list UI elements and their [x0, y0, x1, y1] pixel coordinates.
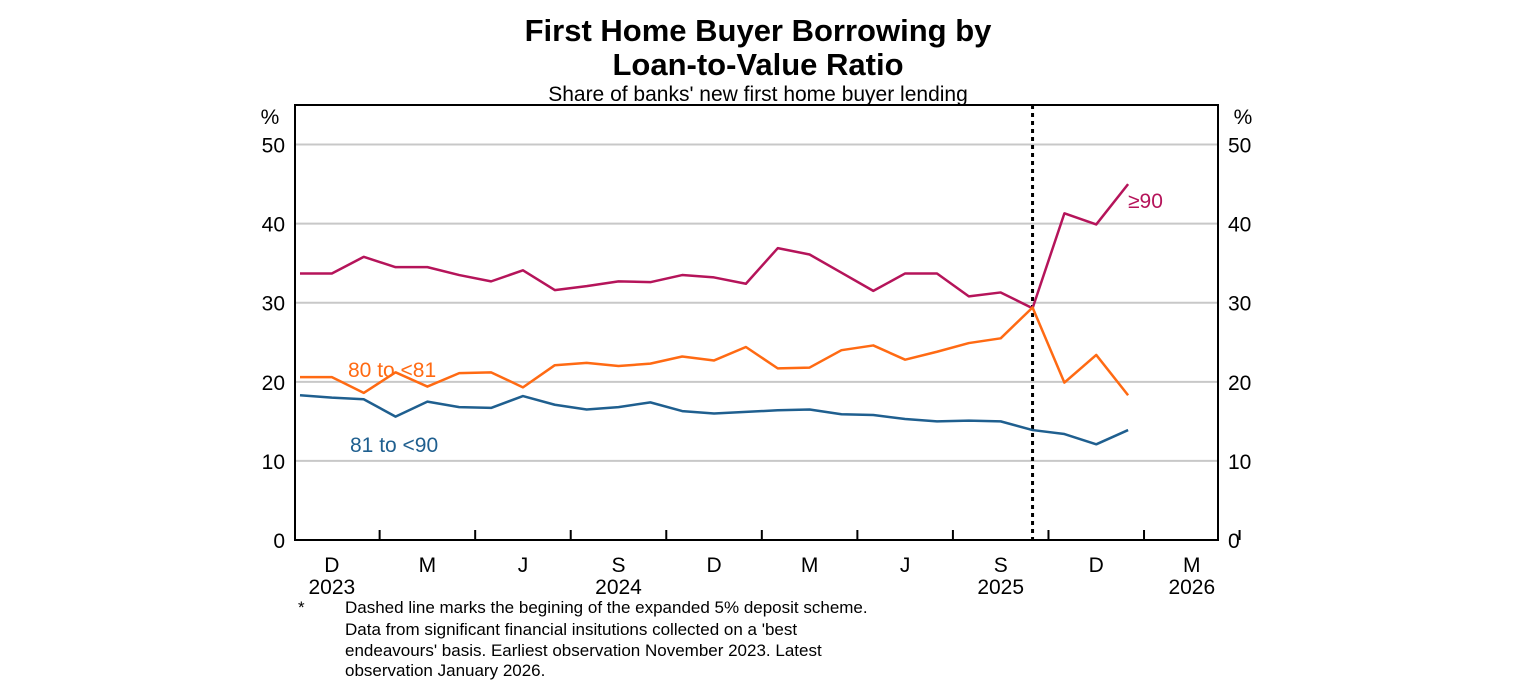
series-label-81-90: 81 to <90	[350, 434, 438, 457]
footnote-line: observation January 2026.	[345, 661, 545, 680]
y-tick-label-left: 40	[262, 214, 285, 237]
y-tick-label-right: 10	[1228, 451, 1251, 474]
x-tick-label: D	[706, 554, 721, 577]
series-label-80-81: 80 to <81	[348, 359, 436, 382]
x-tick-label: D	[324, 554, 339, 577]
y-tick-label-left: 30	[262, 293, 285, 316]
x-year-label: 2024	[595, 576, 642, 599]
y-unit-left: %	[261, 106, 280, 129]
x-tick-label: S	[611, 554, 625, 577]
footnote-line: endeavours' basis. Earliest observation …	[345, 641, 822, 660]
y-tick-label-left: 20	[262, 372, 285, 395]
x-tick-label: J	[518, 554, 529, 577]
y-tick-label-right: 30	[1228, 293, 1251, 316]
y-tick-label-right: 0	[1228, 530, 1240, 553]
x-year-label: 2023	[308, 576, 355, 599]
series-line-0	[300, 183, 1130, 310]
x-tick-label: M	[1183, 554, 1201, 577]
footnote-line: Data from significant financial insituti…	[345, 620, 797, 639]
x-tick-label: M	[419, 554, 437, 577]
y-tick-label-right: 20	[1228, 372, 1251, 395]
y-tick-label-left: 50	[262, 135, 285, 158]
chart-subtitle: Share of banks' new first home buyer len…	[548, 83, 968, 106]
y-tick-label-right: 40	[1228, 214, 1251, 237]
y-tick-label-right: 50	[1228, 135, 1251, 158]
chart-title-line-1: First Home Buyer Borrowing by	[525, 13, 993, 48]
y-tick-label-left: 0	[273, 530, 285, 553]
x-year-label: 2025	[977, 576, 1024, 599]
y-unit-right: %	[1234, 106, 1253, 129]
footnote-marker: *	[298, 598, 305, 617]
x-tick-label: S	[994, 554, 1008, 577]
x-tick-label: J	[900, 554, 911, 577]
chart-title-line-2: Loan-to-Value Ratio	[612, 47, 903, 82]
series-label-ge90: ≥90	[1128, 190, 1163, 213]
x-tick-label: D	[1089, 554, 1104, 577]
plot-frame	[294, 104, 1219, 541]
y-tick-label-left: 10	[262, 451, 285, 474]
x-tick-label: M	[801, 554, 819, 577]
footnote-line: Dashed line marks the begining of the ex…	[345, 598, 868, 617]
x-year-label: 2026	[1168, 576, 1215, 599]
